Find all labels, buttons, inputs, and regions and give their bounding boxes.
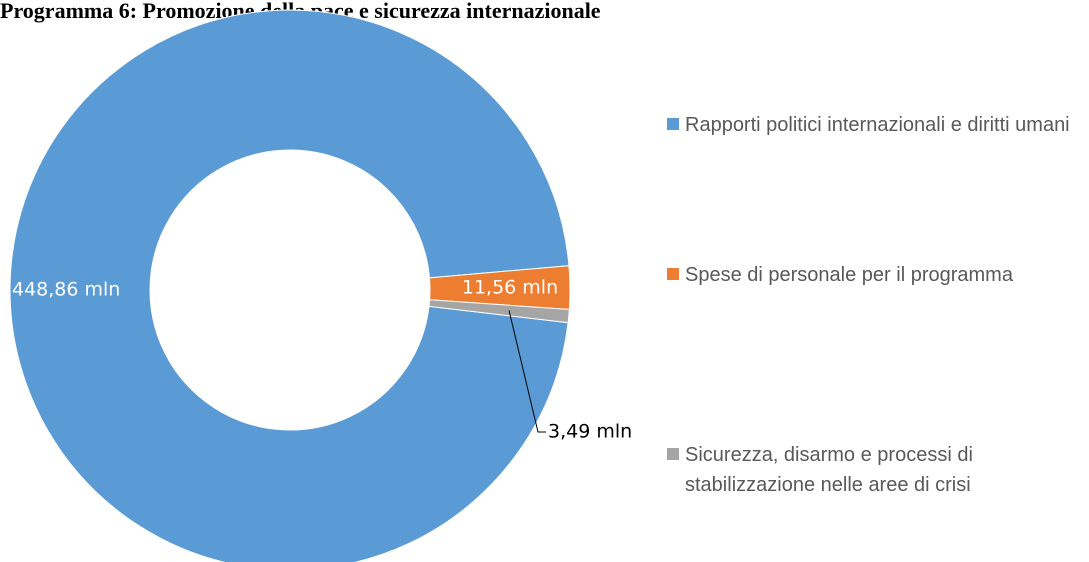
legend-label: Rapporti politici internazionali e dirit… [685, 114, 1070, 136]
legend-item: Spese di personale per il programma [667, 260, 1087, 290]
legend-label: Sicurezza, disarmo e processi di stabili… [685, 444, 973, 496]
data-label: 11,56 mln [462, 277, 558, 299]
legend-item: Rapporti politici internazionali e dirit… [667, 110, 1087, 140]
legend-item: Sicurezza, disarmo e processi di stabili… [667, 440, 1087, 500]
slice [428, 299, 570, 324]
leader-line [508, 310, 546, 433]
slice [9, 9, 570, 562]
legend-label: Spese di personale per il programma [685, 264, 1013, 286]
legend-swatch [667, 268, 679, 280]
legend-swatch [667, 448, 679, 460]
legend-swatch [667, 118, 679, 130]
data-label: 448,86 mln [12, 279, 120, 301]
data-label: 3,49 mln [548, 421, 632, 443]
